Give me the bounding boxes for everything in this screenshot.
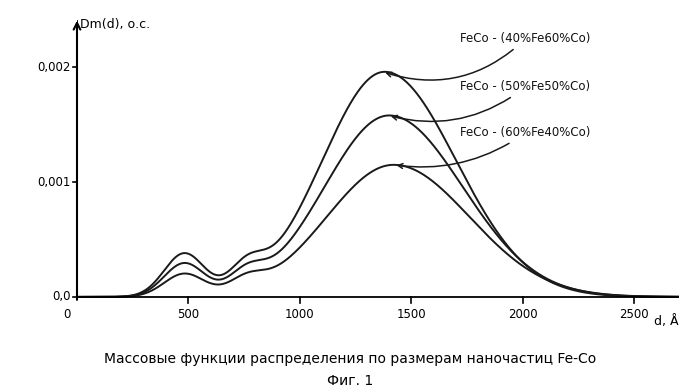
Text: FeCo - (60%Fe40%Co): FeCo - (60%Fe40%Co) [398, 126, 591, 168]
Text: 0: 0 [63, 308, 70, 321]
Text: 500: 500 [177, 308, 199, 321]
Text: 0,001: 0,001 [37, 175, 70, 189]
Text: 0,002: 0,002 [37, 61, 70, 74]
Text: 2500: 2500 [620, 308, 649, 321]
Text: Dm(d), о.с.: Dm(d), о.с. [80, 18, 150, 31]
Text: FeCo - (40%Fe60%Co): FeCo - (40%Fe60%Co) [386, 32, 591, 80]
Text: Фиг. 1: Фиг. 1 [327, 374, 373, 388]
Text: 2000: 2000 [508, 308, 538, 321]
Text: 0,0: 0,0 [52, 290, 70, 303]
Text: Массовые функции распределения по размерам наночастиц Fe-Co: Массовые функции распределения по размер… [104, 352, 596, 366]
Text: 1000: 1000 [285, 308, 315, 321]
Text: FeCo - (50%Fe50%Co): FeCo - (50%Fe50%Co) [393, 80, 591, 121]
Text: d, Å: d, Å [654, 315, 679, 328]
Text: 1500: 1500 [397, 308, 426, 321]
